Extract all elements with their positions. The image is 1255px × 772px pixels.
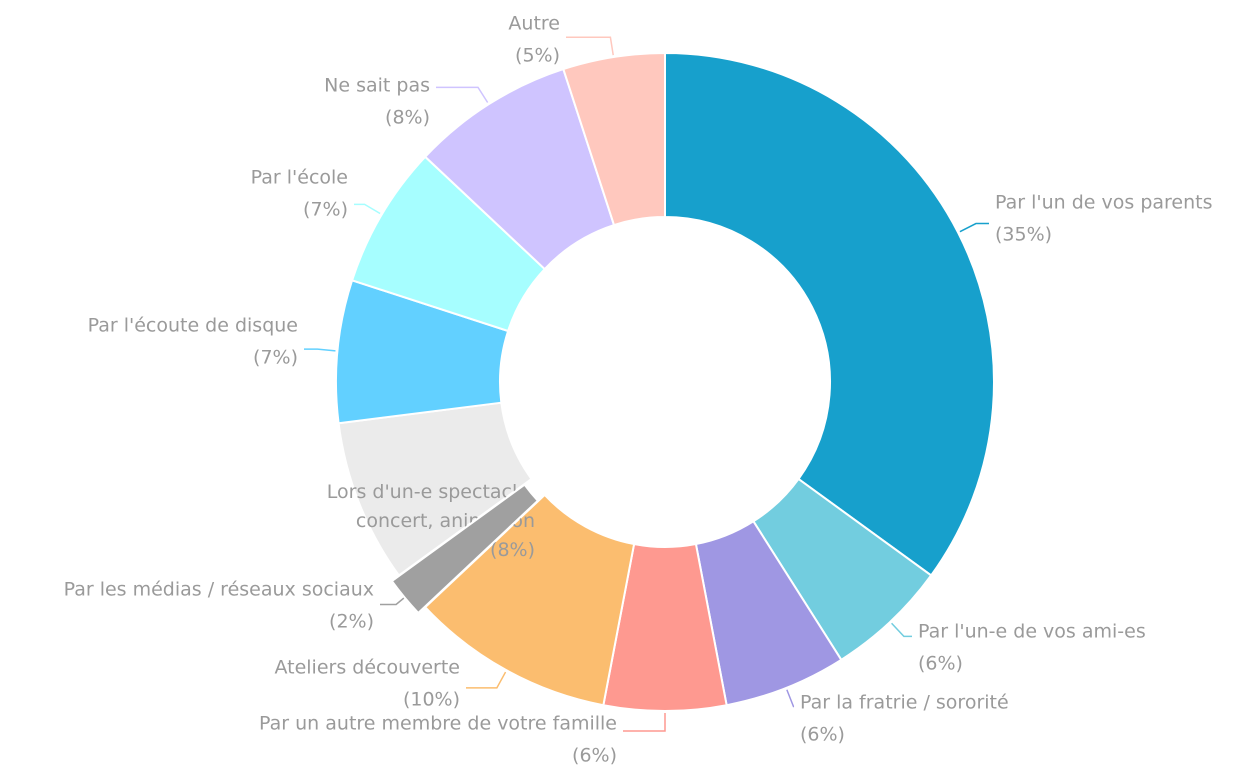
leader-line [891, 622, 912, 638]
slice-percent: (5%) [515, 45, 560, 67]
slice-name: Autre [508, 13, 560, 35]
slice-name: Par l'écoute de disque [88, 315, 298, 337]
leader-line [436, 86, 489, 103]
slice-percent: (8%) [385, 107, 430, 129]
leader-line [786, 689, 795, 708]
slice-percent: (6%) [572, 745, 617, 767]
slice-percent: (8%) [490, 539, 535, 561]
slice-percent: (6%) [800, 724, 845, 746]
slice-name: Par la fratrie / sororité [800, 692, 1009, 714]
slice-name: Ateliers découverte [274, 657, 460, 679]
slice-percent: (35%) [995, 224, 1052, 246]
slice-name: Par l'un de vos parents [995, 192, 1213, 214]
leader-line [959, 222, 989, 233]
slice-percent: (6%) [918, 653, 963, 675]
donut-slice [390, 483, 540, 615]
leader-line [566, 36, 614, 56]
leader-line [304, 348, 336, 352]
donut-slice [664, 51, 995, 577]
leader-line [466, 671, 507, 689]
slice-percent: (7%) [253, 347, 298, 369]
slice-percent: (2%) [329, 611, 374, 633]
slice-percent: (7%) [303, 199, 348, 221]
slice-name: Par un autre membre de votre famille [259, 713, 617, 735]
donut-slice [562, 51, 666, 227]
leader-line [354, 203, 381, 215]
slice-name: Par l'école [251, 167, 348, 189]
slice-name: Ne sait pas [324, 75, 430, 97]
slice-name: Par les médias / réseaux sociaux [64, 579, 374, 601]
slice-name: Par l'un-e de vos ami-es [918, 621, 1146, 643]
slice-percent: (10%) [403, 689, 460, 711]
leader-line [623, 713, 666, 732]
